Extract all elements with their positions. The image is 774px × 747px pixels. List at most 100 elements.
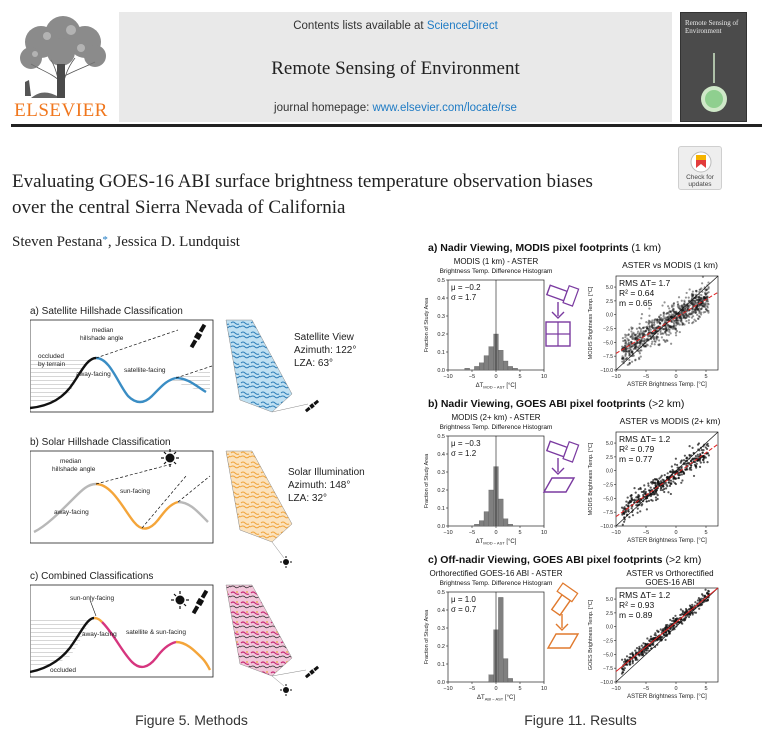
fig11-a-scatter-point — [681, 308, 685, 312]
fig11-a-scatter-point — [634, 333, 637, 336]
fig11-b-hist-xlabel: ΔTMOD − AST [°C] — [476, 539, 517, 546]
fig11-b-scatter-point — [655, 484, 658, 487]
fig11-a-scatter-point — [687, 299, 691, 302]
fig11-c-scatter-point — [629, 652, 632, 656]
corresponding-author-mark[interactable]: * — [102, 234, 108, 246]
fig11-a-scatter-point — [679, 307, 683, 310]
fig11-a-scatter-point — [685, 320, 688, 323]
fig11-a-scatter-ytick: −5.0 — [603, 340, 613, 346]
fig11-a-scatter-point — [640, 331, 644, 335]
fig11-a-scatter-point — [645, 343, 648, 346]
fig11-a-scatter-point — [635, 340, 639, 344]
fig11-a-scatter-point — [653, 343, 656, 346]
journal-banner: Contents lists available at ScienceDirec… — [119, 12, 672, 122]
fig11-a-scatter-point — [695, 308, 699, 311]
fig11-a-scatter-point — [697, 315, 701, 318]
fig11-b-scatter-point — [653, 493, 656, 496]
fig11-a-scatter-point — [646, 326, 649, 329]
fig11-a-scatter-point — [697, 298, 701, 301]
fig11-a-scatter-point — [686, 314, 689, 317]
fig11-a-scatter-point — [691, 303, 694, 306]
sun-icon-combined — [171, 591, 189, 609]
fig11-a-hist-bar — [474, 366, 480, 371]
fig11-a-scatter-point — [634, 359, 637, 362]
sciencedirect-link[interactable]: ScienceDirect — [426, 20, 498, 32]
fig11-a-scatter-point — [694, 301, 697, 304]
author-lundquist[interactable]: , Jessica D. Lundquist — [107, 234, 240, 250]
fig11-a-scatter-point — [655, 329, 658, 332]
fig11-b-scatter-point — [640, 504, 643, 507]
fig11-a-scatter-point — [692, 293, 695, 296]
fig11-a-scatter-point — [666, 316, 670, 319]
fig11-a-scatter-point — [638, 336, 641, 339]
fig11-a-scatter-point — [630, 350, 633, 354]
fig11-a-scatter-point — [672, 313, 675, 316]
fig11-a-scatter-point — [676, 319, 679, 323]
fig11-c-scatter-point — [637, 653, 641, 656]
fig11-a-scatter-point — [698, 298, 701, 302]
fig11-a-scatter-point — [703, 297, 706, 300]
fig11-b-stat-slope: m = 0.77 — [619, 454, 653, 464]
fig11-a-scatter-point — [635, 345, 638, 348]
fig11-b-hist-ytick: 0.0 — [437, 524, 445, 530]
fig11-b-hist-mean: μ = −0.3 — [451, 439, 481, 448]
fig11-a-scatter-point — [646, 327, 649, 330]
fig11-c-scatter-point — [628, 656, 631, 659]
fig11-a-scatter-point — [673, 322, 676, 325]
fig11-a-hist-bar — [507, 366, 513, 371]
fig11-a-scatter-point — [704, 289, 707, 292]
fig11-b-scatter-point — [637, 488, 640, 491]
fig11-b-scatter-point — [704, 446, 707, 449]
fig11-a-scatter-point — [653, 318, 656, 322]
fig11-a-hist-xlabel: ΔTMOD − AST [°C] — [476, 383, 517, 390]
fig11-a-scatter-point — [697, 299, 701, 303]
fig11-a-scatter-ytick: −7.5 — [603, 354, 613, 360]
fig11-b-scatter-ytick: 5.0 — [606, 441, 613, 447]
fig11-b-scatter-point — [668, 484, 672, 487]
fig11-a-scatter-point — [653, 320, 656, 323]
check-for-updates-badge[interactable]: Check for updates — [678, 146, 722, 190]
fig11-a-scatter-point — [663, 319, 667, 323]
fig11-a-scatter-point — [669, 315, 672, 318]
fig11-b-scatter-point — [629, 494, 632, 498]
author-pestana[interactable]: Steven Pestana — [12, 234, 103, 250]
fig11-a-scatter-point — [647, 322, 650, 326]
fig11-c-fit-line — [615, 587, 719, 672]
fig11-a-scatter-point — [666, 315, 669, 319]
fig11-a-hist-xtick: 5 — [518, 374, 521, 380]
journal-homepage-link[interactable]: www.elsevier.com/locate/rse — [372, 102, 517, 114]
fig11-b-scatter-point — [688, 453, 691, 457]
fig11-a-scatter-point — [650, 324, 654, 327]
fig11-b-scatter-point — [631, 514, 635, 517]
fig11-a-scatter-point — [687, 314, 690, 317]
fig11-a-scatter-point — [702, 311, 705, 314]
fig11-a-scatter-point — [621, 337, 625, 340]
fig11-a-scatter-point — [641, 327, 645, 330]
fig11-c-scatter-ytick: −7.5 — [603, 666, 613, 672]
fig11-a-scatter-point — [621, 357, 624, 360]
fig11-a-scatter-point — [661, 318, 664, 321]
svg-text:Azimuth: 148°: Azimuth: 148° — [288, 480, 350, 491]
fig11-a-scatter-point — [706, 305, 709, 308]
cover-title: Remote Sensing of Environment — [685, 19, 739, 35]
fig11-b-scatter-point — [691, 446, 694, 449]
fig11-b-scatter-point — [698, 465, 702, 468]
fig11-b-scatter-point — [707, 454, 710, 457]
fig11-a-scatter-point — [621, 356, 624, 360]
fig11-b-scatter-point — [665, 483, 668, 486]
fig11-a-scatter-point — [655, 335, 659, 338]
fig11-b-scatter-ytick: −2.5 — [603, 483, 613, 489]
fig11-a-hist-subtitle: Brightness Temp. Difference Histogram — [440, 268, 553, 275]
fig11-c-scatter-point — [623, 667, 626, 670]
fig11-a-scatter-point — [698, 299, 701, 302]
fig11-a-scatter-point — [667, 315, 670, 318]
fig11-a-scatter-point — [622, 339, 625, 343]
fig11-a-scatter-point — [697, 296, 700, 299]
fig11-a-hist-std: σ = 1.7 — [451, 293, 477, 302]
fig11-a-scatter-point — [674, 324, 677, 327]
fig11-a-hist-ytick: 0.1 — [437, 350, 445, 356]
fig11-a-scatter-point — [664, 321, 667, 324]
fig11-a-scatter-point — [643, 345, 647, 348]
fig11-c-hist-title: Orthorectified GOES-16 ABI - ASTER — [430, 569, 563, 578]
fig11-b-hist-bar — [488, 489, 494, 527]
